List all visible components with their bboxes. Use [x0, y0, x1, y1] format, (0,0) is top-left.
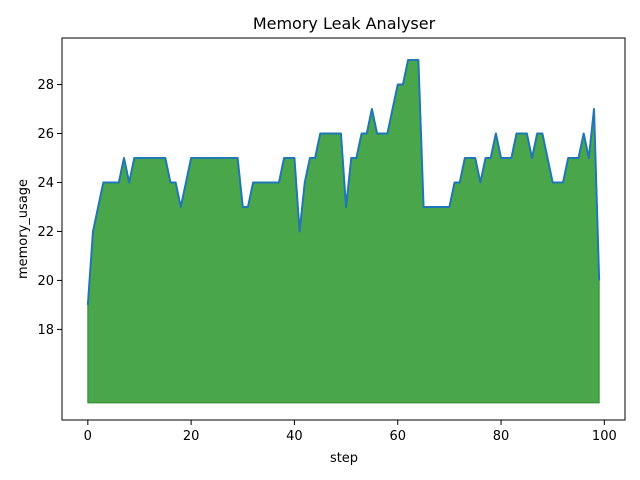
x-axis: 0 20 40 60 80 100	[84, 420, 617, 444]
y-axis-label: memory_usage	[16, 179, 31, 279]
x-tick-label: 100	[592, 429, 617, 444]
memory-line	[86, 59, 601, 305]
y-axis: 18 20 22 24 26 28	[37, 78, 62, 338]
x-tick-label: 60	[389, 429, 406, 444]
x-tick-label: 0	[84, 429, 92, 444]
x-tick-label: 40	[286, 429, 303, 444]
chart-title: Memory Leak Analyser	[253, 14, 436, 33]
y-tick-label: 26	[37, 127, 54, 142]
y-tick-label: 22	[37, 225, 54, 240]
y-tick-label: 28	[37, 78, 54, 93]
x-tick-label: 20	[183, 429, 200, 444]
plot-area	[86, 59, 601, 404]
axes-frame	[61, 37, 626, 421]
x-axis-label: step	[330, 451, 358, 466]
y-tick-label: 18	[37, 323, 54, 338]
y-tick-label: 20	[37, 274, 54, 289]
y-tick-label: 24	[37, 176, 54, 191]
x-tick-label: 80	[493, 429, 510, 444]
